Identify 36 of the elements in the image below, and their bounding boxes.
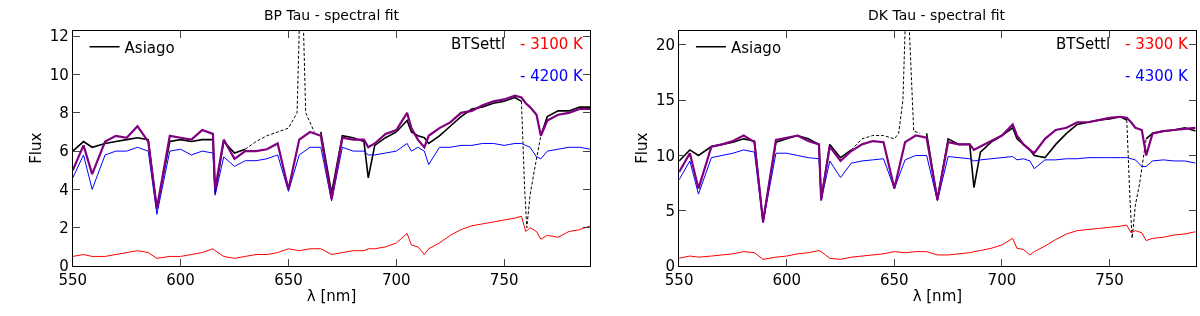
y-axis-title: Flux	[633, 132, 652, 164]
line-series	[72, 142, 591, 215]
x-tick-label: 700	[381, 271, 411, 289]
y-tick-label: 5	[665, 201, 676, 220]
chart-title: DK Tau - spectral fit	[868, 7, 1006, 23]
line-series	[679, 224, 1196, 260]
x-tick-label: 650	[880, 271, 909, 289]
x-axis-title: λ [nm]	[912, 287, 963, 305]
y-tick-label: 15	[656, 91, 676, 110]
x-tick-label: 750	[489, 271, 519, 289]
line-series	[679, 149, 1196, 224]
y-tick-label: 8	[59, 104, 69, 123]
text: - 3100 K	[520, 35, 585, 53]
text: - 4300 K	[1125, 67, 1190, 85]
y-tick-label: 4	[59, 180, 69, 199]
y-tick-label: 6	[59, 142, 69, 161]
legend-label: Asiago	[124, 38, 175, 57]
y-axis-title: Flux	[26, 132, 45, 164]
x-tick-label: 650	[274, 271, 303, 289]
x-tick-label: 750	[1095, 271, 1124, 289]
text: - 4200 K	[520, 67, 585, 85]
annotation: BTSettl	[451, 35, 506, 53]
x-tick-label: 600	[772, 271, 802, 289]
y-tick-label: 10	[656, 146, 676, 165]
x-axis-title: λ [nm]	[306, 287, 357, 305]
x-tick-label: 600	[166, 271, 195, 289]
y-tick-label: 20	[656, 36, 676, 55]
line-series	[72, 215, 591, 259]
y-tick-label: 10	[49, 65, 69, 84]
text: - 3300 K	[1125, 35, 1190, 53]
chart-title: BP Tau - spectral fit	[264, 7, 400, 23]
legend-label: Asiago	[730, 38, 782, 57]
y-tick-label: 12	[49, 27, 69, 46]
y-tick-label: 2	[59, 218, 69, 237]
annotation: BTSettl	[1056, 35, 1111, 53]
x-tick-label: 700	[987, 271, 1017, 289]
